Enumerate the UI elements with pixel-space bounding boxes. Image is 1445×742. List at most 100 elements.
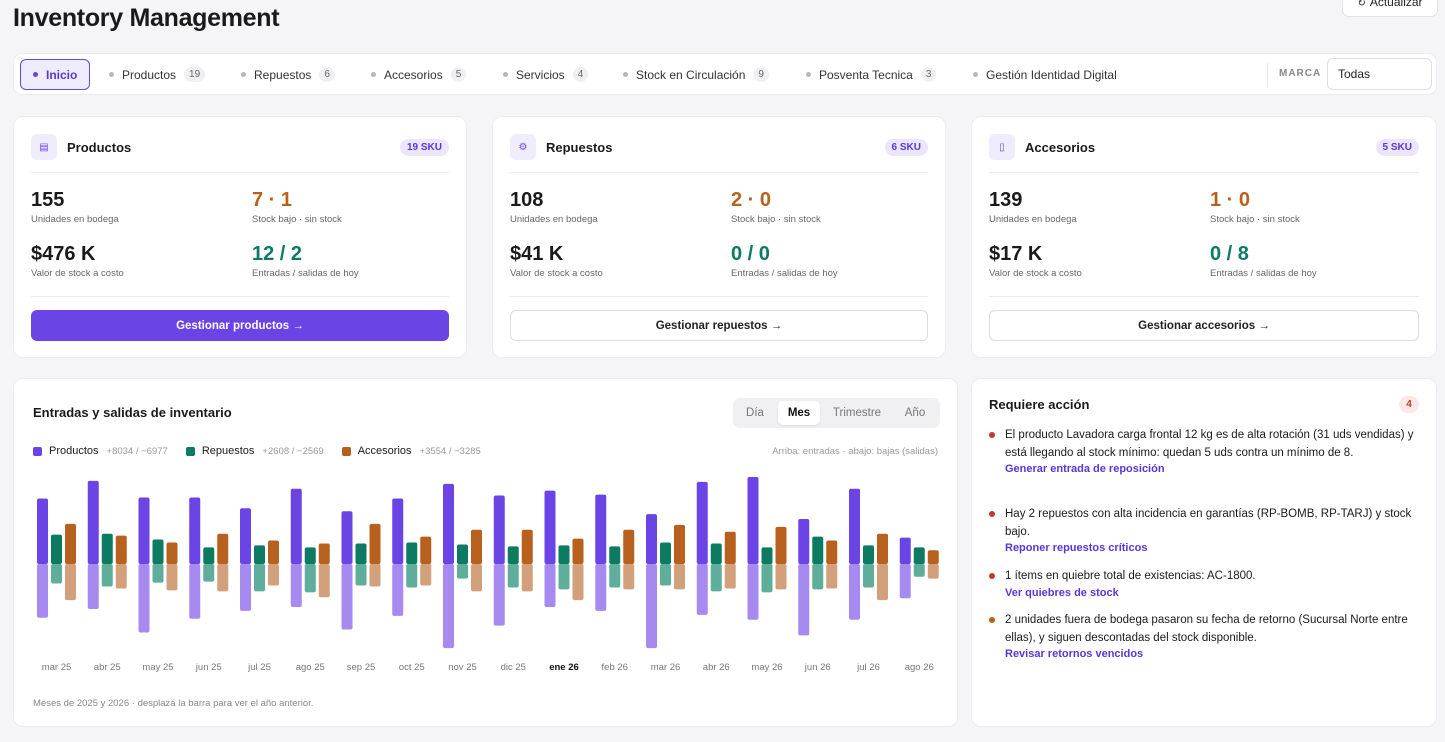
bar-entrada-accesorios[interactable] [115, 535, 127, 564]
bar-salida-productos[interactable] [443, 564, 454, 649]
bar-salida-productos[interactable] [696, 564, 708, 615]
bar-entrada-accesorios[interactable] [65, 523, 76, 564]
bar-entrada-productos[interactable] [493, 495, 505, 564]
bar-entrada-accesorios[interactable] [877, 533, 888, 564]
bar-entrada-accesorios[interactable] [674, 524, 685, 564]
bar-salida-productos[interactable] [595, 564, 607, 611]
bar-entrada-productos[interactable] [443, 483, 454, 564]
x-tick-label[interactable]: dic 25 [501, 662, 526, 673]
bar-entrada-productos[interactable] [849, 488, 860, 564]
bar-salida-productos[interactable] [240, 564, 251, 611]
bar-salida-productos[interactable] [341, 564, 353, 630]
bar-salida-repuestos[interactable] [558, 564, 570, 590]
bar-entrada-repuestos[interactable] [304, 547, 316, 564]
bar-entrada-productos[interactable] [341, 511, 353, 564]
bar-salida-repuestos[interactable] [863, 564, 874, 588]
x-tick-label[interactable]: ago 26 [905, 662, 934, 673]
bar-salida-accesorios[interactable] [318, 564, 330, 598]
bar-entrada-repuestos[interactable] [51, 534, 62, 564]
bar-salida-repuestos[interactable] [660, 564, 671, 586]
bar-entrada-accesorios[interactable] [471, 529, 482, 564]
bar-entrada-accesorios[interactable] [623, 529, 635, 564]
x-tick-label[interactable]: abr 25 [94, 662, 121, 673]
bar-entrada-repuestos[interactable] [558, 545, 570, 564]
legend-accesorios[interactable]: Accesorios +3554 / −3285 [341, 445, 481, 457]
manage-accesorios-button[interactable]: Gestionar accesorios → [989, 310, 1419, 341]
bar-entrada-repuestos[interactable] [406, 542, 418, 564]
x-tick-label[interactable]: jul 25 [247, 662, 271, 673]
x-tick-label[interactable]: may 25 [142, 662, 173, 673]
bar-salida-accesorios[interactable] [471, 564, 482, 592]
bar-entrada-repuestos[interactable] [101, 533, 113, 564]
bar-entrada-accesorios[interactable] [420, 536, 432, 564]
bar-salida-accesorios[interactable] [572, 564, 584, 601]
bar-salida-accesorios[interactable] [775, 564, 787, 590]
bar-entrada-accesorios[interactable] [217, 533, 229, 564]
bar-entrada-productos[interactable] [595, 494, 607, 564]
bar-salida-accesorios[interactable] [674, 564, 685, 590]
bar-entrada-productos[interactable] [899, 537, 911, 564]
x-tick-label[interactable]: jul 26 [856, 662, 880, 673]
x-tick-label[interactable]: sep 25 [347, 662, 376, 673]
bar-entrada-repuestos[interactable] [609, 546, 621, 564]
x-tick-label[interactable]: ene 26 [549, 662, 579, 673]
bar-salida-accesorios[interactable] [369, 564, 381, 587]
bar-salida-accesorios[interactable] [65, 564, 76, 601]
bar-salida-productos[interactable] [189, 564, 201, 619]
bar-salida-productos[interactable] [544, 564, 556, 608]
tab-repuestos[interactable]: Repuestos 6 [229, 59, 347, 90]
x-tick-label[interactable]: mar 26 [651, 662, 681, 673]
period-mes[interactable]: Mes [778, 401, 820, 425]
bar-salida-accesorios[interactable] [115, 564, 127, 589]
bar-entrada-productos[interactable] [189, 497, 201, 564]
bar-salida-productos[interactable] [37, 564, 48, 618]
period-dia[interactable]: Día [746, 407, 764, 419]
bar-entrada-productos[interactable] [696, 481, 708, 564]
bar-entrada-accesorios[interactable] [318, 543, 330, 564]
bar-salida-productos[interactable] [646, 564, 657, 649]
bar-salida-accesorios[interactable] [927, 564, 939, 579]
bar-salida-accesorios[interactable] [166, 564, 178, 591]
bar-entrada-productos[interactable] [544, 490, 556, 564]
tab-identidad-digital[interactable]: Gestión Identidad Digital [961, 59, 1129, 90]
bar-salida-repuestos[interactable] [913, 564, 925, 577]
bar-entrada-accesorios[interactable] [775, 526, 787, 564]
bar-salida-repuestos[interactable] [609, 564, 621, 588]
bar-salida-productos[interactable] [87, 564, 99, 609]
x-tick-label[interactable]: feb 26 [602, 662, 628, 673]
bar-salida-productos[interactable] [392, 564, 404, 616]
bar-salida-repuestos[interactable] [101, 564, 113, 587]
bar-salida-productos[interactable] [138, 564, 150, 633]
action-link[interactable]: Ver quiebres de stock [1005, 586, 1119, 599]
brand-select[interactable]: Todas [1327, 58, 1432, 90]
bar-entrada-repuestos[interactable] [863, 545, 874, 564]
bar-salida-repuestos[interactable] [203, 564, 215, 582]
bar-entrada-repuestos[interactable] [812, 536, 824, 564]
tab-accesorios[interactable]: Accesorios 5 [359, 59, 478, 90]
bar-salida-repuestos[interactable] [51, 564, 62, 584]
bar-entrada-accesorios[interactable] [724, 531, 736, 564]
period-ano[interactable]: Año [904, 407, 926, 419]
bar-entrada-repuestos[interactable] [457, 544, 468, 564]
bar-entrada-accesorios[interactable] [927, 550, 939, 564]
bar-salida-productos[interactable] [899, 564, 911, 599]
legend-repuestos[interactable]: Repuestos +2608 / −2569 [185, 445, 324, 457]
bar-entrada-productos[interactable] [798, 519, 810, 564]
bar-salida-accesorios[interactable] [826, 564, 838, 589]
bar-entrada-repuestos[interactable] [913, 547, 925, 564]
bar-salida-accesorios[interactable] [521, 564, 533, 592]
x-tick-label[interactable]: abr 26 [703, 662, 730, 673]
x-tick-label[interactable]: ago 25 [296, 662, 325, 673]
bar-salida-accesorios[interactable] [623, 564, 635, 590]
action-link[interactable]: Revisar retornos vencidos [1005, 648, 1144, 660]
bar-entrada-accesorios[interactable] [826, 540, 838, 564]
bar-salida-accesorios[interactable] [268, 564, 279, 586]
manage-repuestos-button[interactable]: Gestionar repuestos → [510, 310, 928, 341]
bar-entrada-productos[interactable] [37, 498, 48, 564]
bar-entrada-repuestos[interactable] [710, 543, 722, 564]
bar-salida-repuestos[interactable] [254, 564, 265, 592]
bar-salida-productos[interactable] [493, 564, 505, 626]
bar-entrada-accesorios[interactable] [268, 540, 279, 564]
bar-salida-repuestos[interactable] [355, 564, 367, 586]
bar-salida-accesorios[interactable] [420, 564, 432, 586]
